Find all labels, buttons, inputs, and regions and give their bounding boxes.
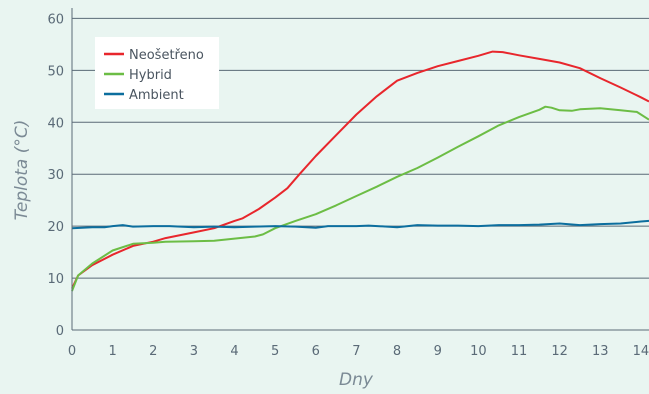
series-line-neošetřeno (71, 50, 649, 289)
y-tick-label: 10 (47, 272, 64, 287)
y-tick-labels: 0 10 20 30 40 50 60 (47, 12, 64, 339)
x-tick-label: 5 (271, 344, 279, 359)
legend-label: Hybrid (129, 68, 172, 83)
legend-label: Neošetřeno (129, 48, 204, 63)
legend: Neošetřeno Hybrid Ambient (95, 37, 219, 109)
x-tick-label: 7 (352, 344, 360, 359)
x-tick-label: 6 (312, 344, 320, 359)
x-tick-label: 8 (393, 344, 401, 359)
y-tick-label: 60 (47, 12, 64, 27)
series-lines (71, 50, 649, 292)
x-tick-label: 14 (633, 344, 649, 359)
x-tick-labels: 0 1 2 3 4 5 6 7 8 9 10 11 12 13 14 (68, 344, 649, 359)
x-tick-label: 9 (434, 344, 442, 359)
x-tick-label: 4 (230, 344, 238, 359)
x-tick-label: 2 (149, 344, 157, 359)
y-tick-label: 0 (56, 324, 64, 339)
x-tick-label: 13 (592, 344, 609, 359)
x-tick-label: 11 (511, 344, 528, 359)
y-tick-label: 40 (47, 116, 64, 131)
x-tick-label: 0 (68, 344, 76, 359)
x-axis-label: Dny (339, 370, 374, 390)
y-axis-label: Teplota (°C) (12, 120, 32, 221)
y-tick-label: 20 (47, 220, 64, 235)
series-line-ambient (71, 219, 649, 230)
x-tick-label: 10 (470, 344, 487, 359)
x-tick-label: 12 (551, 344, 568, 359)
y-tick-label: 50 (47, 64, 64, 79)
series-line-hybrid (71, 105, 649, 292)
legend-label: Ambient (129, 88, 184, 103)
y-tick-label: 30 (47, 168, 64, 183)
x-tick-label: 3 (190, 344, 198, 359)
x-tick-label: 1 (108, 344, 116, 359)
